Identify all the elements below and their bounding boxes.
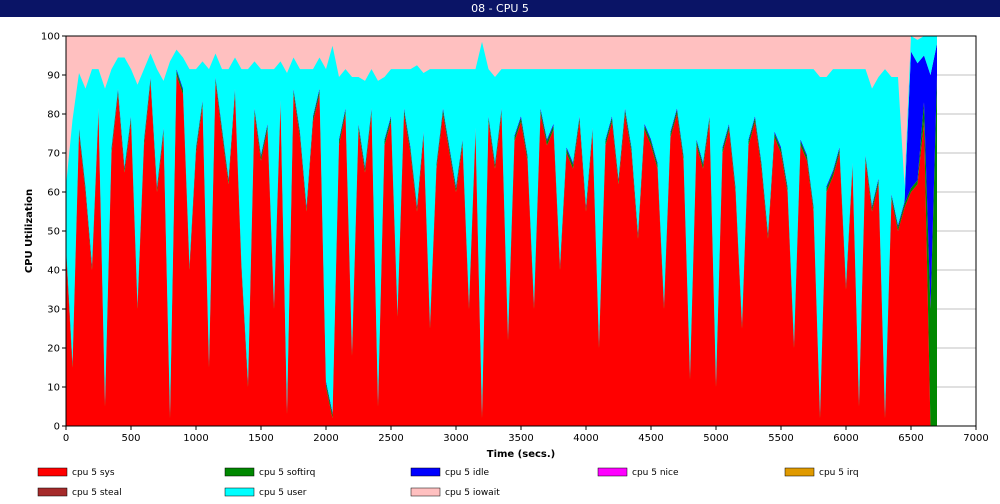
window-title: 08 - CPU 5: [471, 2, 529, 15]
legend: cpu 5 sys cpu 5 softirq cpu 5 idle cpu 5 ni…: [37, 467, 859, 498]
y-tick-label: 70: [47, 149, 60, 160]
y-tick-label: 90: [47, 71, 60, 82]
x-tick-label: 7000: [963, 433, 988, 444]
x-tick-label: 4500: [638, 433, 663, 444]
legend-swatch: [597, 467, 628, 477]
legend-swatch: [37, 467, 68, 477]
legend-label: cpu 5 user: [259, 488, 307, 498]
x-tick-label: 1500: [248, 433, 273, 444]
x-tick-label: 2000: [313, 433, 338, 444]
legend-label: cpu 5 sys: [72, 468, 115, 478]
stacked-area-layer: [66, 36, 937, 426]
y-tick-label: 40: [47, 266, 60, 277]
y-tick-label: 60: [47, 188, 60, 199]
legend-label: cpu 5 nice: [632, 468, 679, 478]
x-tick-label: 1000: [183, 433, 208, 444]
legend-swatch: [784, 467, 815, 477]
y-axis: 0 10 20 30 40 50 60 70 80 90 100: [41, 32, 66, 433]
legend-swatch: [224, 487, 255, 497]
x-tick-label: 500: [121, 433, 140, 444]
x-tick-label: 0: [63, 433, 69, 444]
series-cpu-5-idle: [66, 43, 937, 415]
y-tick-label: 50: [47, 227, 60, 238]
y-axis-title: CPU Utilization: [24, 189, 35, 273]
x-tick-label: 3500: [508, 433, 533, 444]
legend-label: cpu 5 irq: [819, 468, 859, 478]
x-tick-label: 5000: [703, 433, 728, 444]
x-tick-label: 3000: [443, 433, 468, 444]
legend-swatch: [224, 467, 255, 477]
x-axis-title: Time (secs.): [487, 449, 556, 460]
x-tick-label: 6000: [833, 433, 858, 444]
y-tick-label: 10: [47, 383, 60, 394]
y-tick-label: 80: [47, 110, 60, 121]
x-tick-label: 4000: [573, 433, 598, 444]
x-tick-label: 2500: [378, 433, 403, 444]
legend-swatch: [410, 487, 441, 497]
x-tick-label: 5500: [768, 433, 793, 444]
x-tick-label: 6500: [898, 433, 923, 444]
y-tick-label: 100: [41, 32, 60, 43]
y-tick-label: 30: [47, 305, 60, 316]
series-cpu-5-user: [66, 36, 937, 413]
series-cpu-5-sys: [66, 75, 937, 426]
y-tick-label: 20: [47, 344, 60, 355]
legend-swatch: [410, 467, 441, 477]
legend-label: cpu 5 iowait: [445, 488, 500, 498]
y-tick-label: 0: [54, 422, 60, 433]
legend-label: cpu 5 softirq: [259, 468, 315, 478]
cpu-utilization-chart: 0 500 1000 1500 2000 2500 3000 3500 4000 4500 5000…: [0, 17, 1000, 504]
legend-swatch: [37, 487, 68, 497]
window-title-bar: 08 - CPU 5: [0, 0, 1000, 17]
legend-label: cpu 5 idle: [445, 468, 490, 478]
legend-label: cpu 5 steal: [72, 488, 122, 498]
x-axis: 0 500 1000 1500 2000 2500 3000 3500 4000 4500 5000…: [63, 426, 989, 444]
